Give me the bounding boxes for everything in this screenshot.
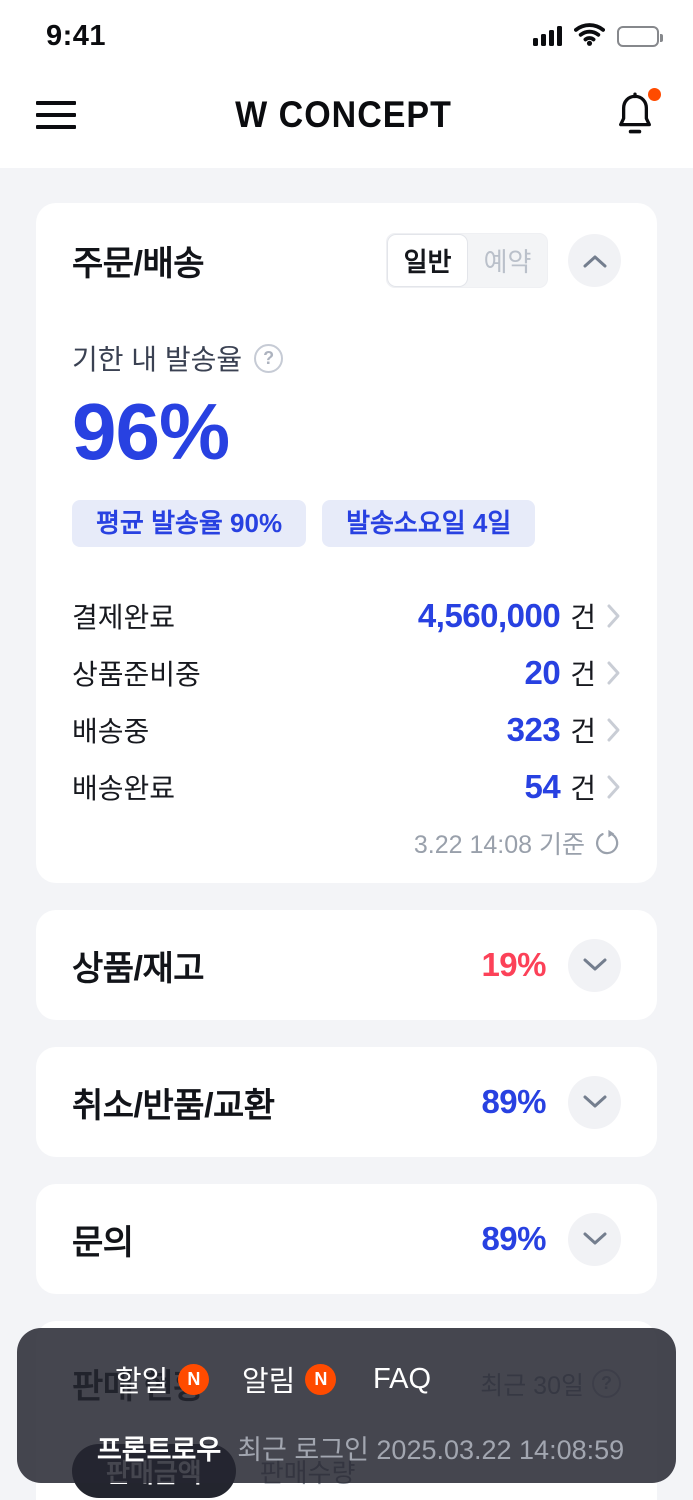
toggle-option-normal[interactable]: 일반 [387,234,468,287]
row-payment-complete[interactable]: 결제완료 4,560,000 건 [72,587,621,644]
row-count: 54 [524,767,561,805]
wifi-icon [574,22,605,51]
expand-card-button[interactable] [568,1075,621,1129]
chevron-right-icon[interactable] [606,717,621,743]
chevron-down-icon [583,958,606,971]
card-percentage: 19% [481,946,546,983]
main-content: 주문/배송 일반 예약 기한 내 발송율 ? 96% 평균 발송율 90% 발송… [0,168,693,1500]
metric-label-row: 기한 내 발송율 ? [72,338,621,378]
chevron-right-icon[interactable] [606,774,621,800]
menu-item-faq[interactable]: FAQ [373,1362,432,1395]
row-delivered[interactable]: 배송완료 54 건 [72,758,621,815]
menu-item-todo[interactable]: 할일 N [115,1360,210,1398]
battery-icon [617,25,663,47]
row-preparing[interactable]: 상품준비중 20 건 [72,644,621,701]
notification-dot [648,88,661,101]
app-header: W CONCEPT [0,62,693,168]
brand-logo: W CONCEPT [235,93,452,135]
menu-item-alerts[interactable]: 알림 N [242,1360,337,1398]
seller-login-info: 프론트로우 최근 로그인 2025.03.22 14:08:59 [97,1428,624,1467]
new-badge: N [305,1363,337,1395]
ontime-ship-rate-value: 96% [72,387,230,476]
notification-bell-icon[interactable] [611,88,661,140]
card-percentage: 89% [481,1220,546,1257]
status-bar: 9:41 [0,0,693,62]
updated-timestamp: 3.22 14:08 기준 [413,831,585,859]
order-type-toggle: 일반 예약 [386,233,548,288]
order-delivery-card: 주문/배송 일반 예약 기한 내 발송율 ? 96% 평균 발송율 90% 발송… [36,203,657,883]
order-card-title: 주문/배송 [72,245,205,283]
inquiries-card[interactable]: 문의 89% [36,1184,657,1294]
avg-ship-rate-chip: 평균 발송율 90% [72,500,307,547]
row-count: 20 [524,653,561,691]
signal-icon [533,26,562,46]
ship-days-chip: 발송소요일 4일 [322,500,536,547]
seller-name: 프론트로우 [97,1435,222,1465]
products-stock-card[interactable]: 상품/재고 19% [36,910,657,1020]
status-icons [533,22,663,51]
collapse-card-button[interactable] [568,234,621,287]
updated-row: 3.22 14:08 기준 [72,825,621,861]
expand-card-button[interactable] [568,938,621,992]
row-count: 4,560,000 [417,596,561,634]
new-badge: N [178,1363,210,1395]
expand-card-button[interactable] [568,1212,621,1266]
order-status-rows: 결제완료 4,560,000 건 상품준비중 20 건 [72,587,621,815]
card-title: 문의 [72,1223,134,1262]
card-percentage: 89% [481,1083,546,1120]
cancel-return-exchange-card[interactable]: 취소/반품/교환 89% [36,1047,657,1157]
status-time: 9:41 [46,19,107,52]
metric-chips: 평균 발송율 90% 발송소요일 4일 [72,500,621,547]
card-title: 상품/재고 [72,949,205,988]
card-title: 취소/반품/교환 [72,1086,275,1125]
chevron-up-icon [583,255,606,267]
row-count: 323 [506,710,561,748]
order-card-header: 주문/배송 일반 예약 [72,233,621,288]
help-question-icon[interactable]: ? [254,343,284,373]
chevron-right-icon[interactable] [606,660,621,686]
bottom-overlay-panel: 할일 N 알림 N FAQ 프론트로우 최근 로그인 2025.03.22 14… [17,1328,676,1483]
row-shipping[interactable]: 배송중 323 건 [72,701,621,758]
menu-hamburger-icon[interactable] [36,101,76,129]
chevron-right-icon[interactable] [606,603,621,629]
refresh-icon[interactable] [593,829,621,857]
toggle-option-reserve[interactable]: 예약 [483,247,532,277]
ontime-ship-rate-label: 기한 내 발송율 [72,344,243,375]
chevron-down-icon [583,1232,606,1245]
chevron-down-icon [583,1095,606,1108]
last-login-text: 최근 로그인 2025.03.22 14:08:59 [237,1435,625,1465]
